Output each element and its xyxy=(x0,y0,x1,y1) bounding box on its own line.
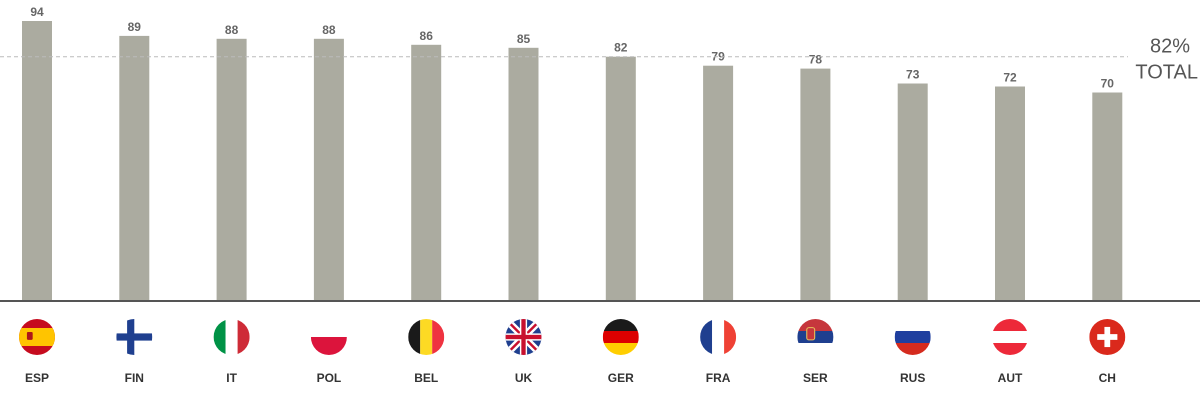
value-label-it: 88 xyxy=(225,23,239,37)
finland-flag-icon xyxy=(116,319,153,355)
russia-flag-icon xyxy=(894,319,931,356)
category-label-ger: GER xyxy=(608,371,634,385)
total-value-label: 82% xyxy=(1150,36,1190,58)
value-label-rus: 73 xyxy=(906,68,920,82)
italy-flag-icon xyxy=(213,319,250,355)
bar-fra xyxy=(703,65,734,301)
bar-ser xyxy=(800,68,831,301)
category-label-ch: CH xyxy=(1099,371,1116,385)
bar-fin xyxy=(119,35,150,302)
value-label-pol: 88 xyxy=(322,23,336,37)
category-labels: ESP FIN IT POL BEL UK GER FRA SER RUS AUT CH xyxy=(25,371,1116,385)
bar-bel xyxy=(411,44,442,302)
spain-flag-icon xyxy=(19,319,55,355)
value-label-ch: 70 xyxy=(1101,77,1115,91)
category-label-fin: FIN xyxy=(125,371,144,385)
switzerland-flag-icon xyxy=(1089,319,1126,355)
category-label-pol: POL xyxy=(317,371,342,385)
category-label-it: IT xyxy=(226,371,237,385)
bar-uk xyxy=(508,47,539,301)
bar-ger xyxy=(605,56,636,302)
value-label-bel: 86 xyxy=(420,29,434,43)
value-label-fra: 79 xyxy=(711,50,725,64)
austria-flag-icon xyxy=(992,319,1028,356)
bars xyxy=(22,21,1123,302)
category-label-uk: UK xyxy=(515,371,533,385)
serbia-flag-icon xyxy=(797,319,834,356)
value-label-esp: 94 xyxy=(30,5,44,19)
value-label-aut: 72 xyxy=(1003,71,1017,85)
value-label-uk: 85 xyxy=(517,32,531,46)
bar-it xyxy=(216,38,247,302)
category-label-rus: RUS xyxy=(900,371,925,385)
bar-pol xyxy=(313,38,344,302)
value-labels: 94 89 88 88 86 85 82 79 78 73 72 70 xyxy=(30,5,1114,91)
value-label-ser: 78 xyxy=(809,53,823,67)
total-text-label: TOTAL xyxy=(1135,62,1198,84)
category-label-fra: FRA xyxy=(706,371,731,385)
country-flags xyxy=(19,319,1126,356)
bar-ch xyxy=(1092,92,1123,301)
bar-esp xyxy=(22,21,52,301)
bar-aut xyxy=(995,86,1025,301)
category-label-esp: ESP xyxy=(25,371,49,385)
bar-rus xyxy=(897,83,928,301)
poland-flag-icon xyxy=(310,319,347,356)
belgium-flag-icon xyxy=(408,319,445,355)
value-label-ger: 82 xyxy=(614,41,628,55)
category-label-bel: BEL xyxy=(414,371,438,385)
france-flag-icon xyxy=(700,319,737,355)
category-label-aut: AUT xyxy=(998,371,1023,385)
germany-flag-icon xyxy=(602,319,639,356)
uk-flag-icon xyxy=(505,319,542,355)
category-label-ser: SER xyxy=(803,371,828,385)
value-label-fin: 89 xyxy=(128,20,142,34)
